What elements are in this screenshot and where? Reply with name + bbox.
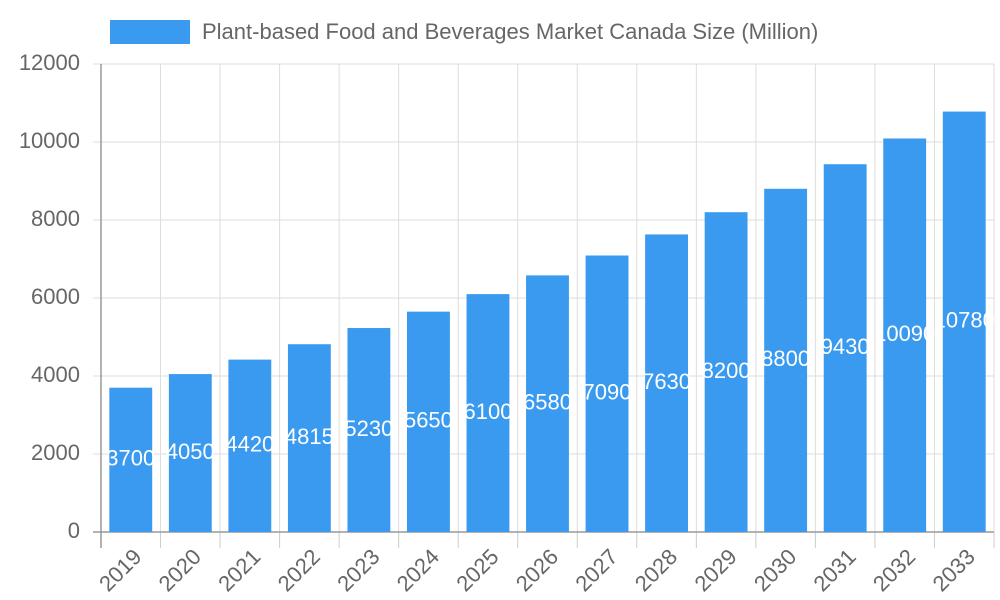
x-tick-label: 2032 <box>868 544 920 596</box>
bar <box>407 311 450 532</box>
x-tick-label: 2029 <box>689 544 741 596</box>
x-tick-label: 2024 <box>392 544 444 596</box>
data-label: 5650 <box>404 408 453 433</box>
y-tick-label: 0 <box>68 518 80 543</box>
y-tick-label: 4000 <box>31 362 80 387</box>
bar <box>704 212 748 532</box>
bar <box>942 111 986 532</box>
x-tick-label: 2028 <box>630 544 682 596</box>
y-tick-label: 10000 <box>19 128 80 153</box>
data-label: 6100 <box>463 399 512 424</box>
x-tick-label: 2021 <box>213 544 265 596</box>
data-label: 8200 <box>702 358 751 383</box>
data-label: 4420 <box>225 432 274 457</box>
x-tick-label: 2023 <box>332 544 384 596</box>
bar <box>228 359 272 532</box>
bar <box>109 387 153 532</box>
data-label: 4815 <box>285 424 334 449</box>
data-label: 5230 <box>344 416 393 441</box>
data-label: 10090 <box>874 321 935 346</box>
bar <box>347 328 391 532</box>
data-label: 4050 <box>166 439 215 464</box>
legend-label: Plant-based Food and Beverages Market Ca… <box>202 19 818 44</box>
bar <box>466 294 510 532</box>
bar <box>823 164 867 533</box>
legend-swatch <box>110 20 190 44</box>
x-tick-label: 2026 <box>511 544 563 596</box>
y-tick-label: 8000 <box>31 206 80 231</box>
bar <box>645 234 688 532</box>
data-label: 3700 <box>106 446 155 471</box>
x-tick-label: 2022 <box>273 544 325 596</box>
x-tick-label: 2019 <box>94 544 146 596</box>
x-tick-label: 2027 <box>570 544 622 596</box>
bar <box>585 255 629 533</box>
y-tick-label: 2000 <box>31 440 80 465</box>
data-label: 9430 <box>821 334 870 359</box>
data-label: 8800 <box>761 346 810 371</box>
data-label: 6580 <box>523 390 572 415</box>
bar <box>526 275 569 532</box>
x-tick-label: 2030 <box>749 544 801 596</box>
x-tick-label: 2020 <box>154 544 206 596</box>
x-tick-label: 2031 <box>809 544 861 596</box>
x-tick-label: 2033 <box>928 544 980 596</box>
data-label: 7090 <box>583 380 632 405</box>
bar <box>168 374 212 532</box>
bar <box>287 344 331 532</box>
data-label: 7630 <box>642 369 691 394</box>
bar <box>883 138 927 533</box>
bar <box>764 188 808 533</box>
y-tick-label: 6000 <box>31 284 80 309</box>
data-label: 10780 <box>934 308 995 333</box>
y-tick-label: 12000 <box>19 50 80 75</box>
x-tick-label: 2025 <box>451 544 503 596</box>
